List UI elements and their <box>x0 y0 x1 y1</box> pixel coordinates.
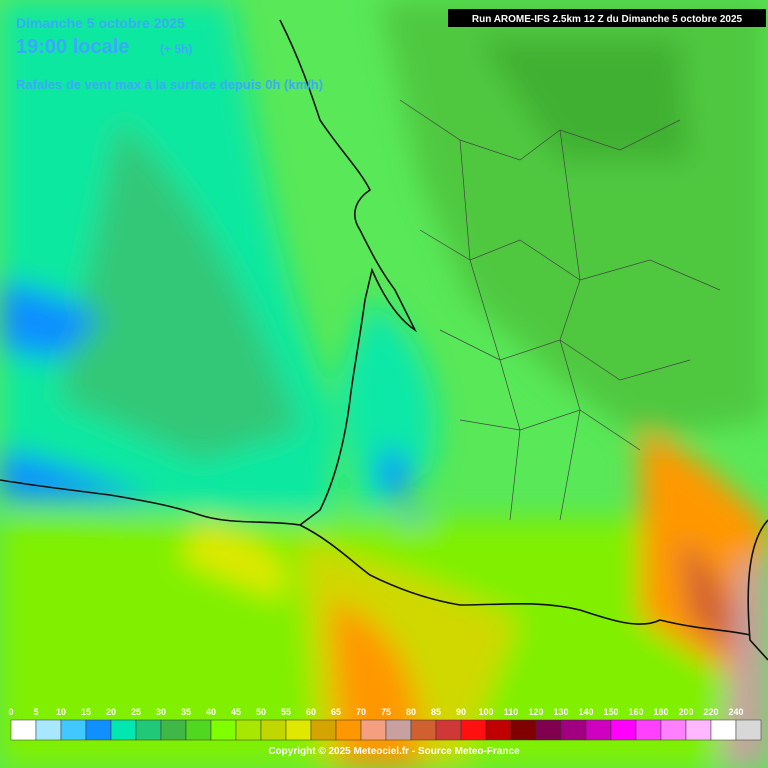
legend-label: 50 <box>256 707 266 717</box>
legend-swatch <box>610 719 637 741</box>
legend-label: 55 <box>281 707 291 717</box>
legend-swatch <box>85 719 112 741</box>
legend-swatch <box>235 719 262 741</box>
legend-label: 200 <box>678 707 693 717</box>
legend-swatch <box>35 719 62 741</box>
legend-label: 5 <box>33 707 38 717</box>
parameter: Rafales de vent max à la surface depuis … <box>16 77 323 92</box>
coastline <box>0 19 768 661</box>
legend-swatch <box>560 719 587 741</box>
legend-swatch <box>710 719 737 741</box>
legend-swatch <box>535 719 562 741</box>
legend-label: 90 <box>456 707 466 717</box>
legend-swatch <box>210 719 237 741</box>
legend-swatch <box>410 719 437 741</box>
legend-label: 30 <box>156 707 166 717</box>
legend-label: 70 <box>356 707 366 717</box>
legend-label: 120 <box>528 707 543 717</box>
legend-swatch <box>110 719 137 741</box>
legend-swatch <box>185 719 212 741</box>
legend-swatch <box>60 719 87 741</box>
legend-label: 25 <box>131 707 141 717</box>
legend-swatch <box>260 719 287 741</box>
legend-swatch <box>635 719 662 741</box>
legend-label: 45 <box>231 707 241 717</box>
legend-swatch <box>360 719 387 741</box>
legend-swatch <box>485 719 512 741</box>
legend-label: 20 <box>106 707 116 717</box>
legend-swatch <box>160 719 187 741</box>
legend-label: 40 <box>206 707 216 717</box>
offset: (+ 5h) <box>160 42 192 56</box>
legend-swatch <box>685 719 712 741</box>
legend-label: 15 <box>81 707 91 717</box>
legend-swatch <box>285 719 312 741</box>
legend-swatch <box>660 719 687 741</box>
legend-label: 85 <box>431 707 441 717</box>
legend-swatch <box>585 719 612 741</box>
legend-swatch <box>435 719 462 741</box>
legend-label: 240 <box>728 707 743 717</box>
legend-swatch <box>460 719 487 741</box>
borders <box>399 99 721 521</box>
legend-label: 0 <box>8 707 13 717</box>
legend-label: 110 <box>504 707 519 717</box>
legend-swatch <box>310 719 337 741</box>
legend-swatch <box>510 719 537 741</box>
legend-label: 100 <box>478 707 493 717</box>
legend-label: 65 <box>331 707 341 717</box>
legend-label: 150 <box>603 707 618 717</box>
legend-label: 160 <box>628 707 643 717</box>
legend-label: 75 <box>381 707 391 717</box>
time: 19:00 locale <box>16 36 129 58</box>
date: Dimanche 5 octobre 2025 <box>16 15 185 31</box>
legend-label: 10 <box>56 707 66 717</box>
legend-label: 60 <box>306 707 316 717</box>
legend: 0 5 10 15 20 25 30 35 40 45 50 55 60 65 70 75 80 85 90 100 1… <box>8 707 762 741</box>
copyright: Copyright © 2025 Meteociel.fr - Source M… <box>268 746 520 757</box>
legend-label: 35 <box>181 707 191 717</box>
legend-swatch <box>385 719 412 741</box>
run-info: Run AROME-IFS 2.5km 12 Z du Dimanche 5 o… <box>472 14 743 25</box>
legend-swatch <box>735 719 762 741</box>
legend-label: 80 <box>406 707 416 717</box>
legend-swatch <box>335 719 362 741</box>
legend-swatch <box>10 719 37 741</box>
run-banner <box>448 9 766 27</box>
legend-label: 130 <box>553 707 568 717</box>
legend-label: 220 <box>703 707 718 717</box>
legend-label: 180 <box>653 707 668 717</box>
legend-swatch <box>135 719 162 741</box>
legend-label: 140 <box>578 707 593 717</box>
